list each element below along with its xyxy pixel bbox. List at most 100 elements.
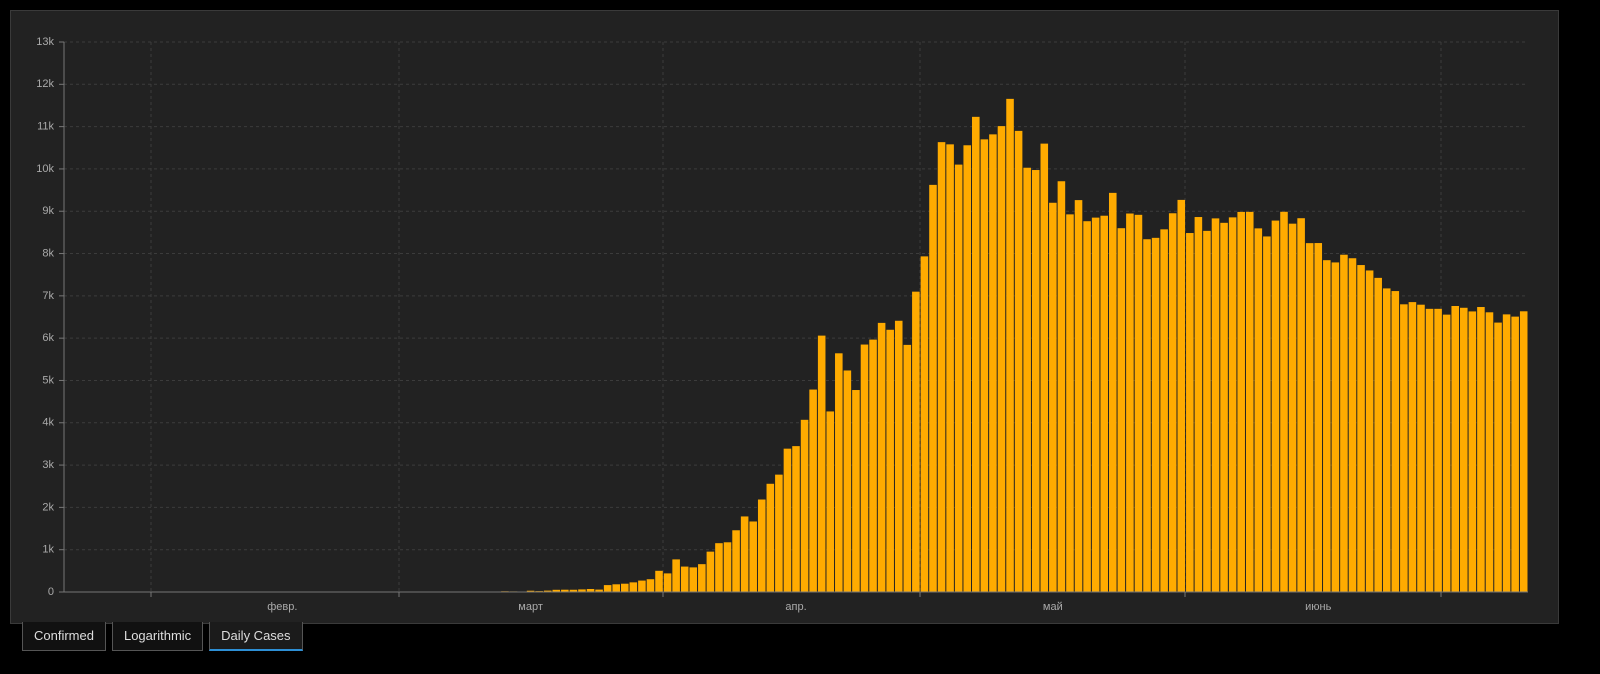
bar	[1074, 200, 1083, 592]
bar	[1143, 239, 1151, 592]
bar	[663, 573, 672, 592]
bar	[980, 139, 989, 592]
bar	[860, 344, 869, 592]
bar	[1425, 308, 1434, 592]
bar	[792, 446, 800, 592]
bar	[1485, 312, 1494, 592]
tab[interactable]: Daily Cases	[209, 622, 303, 651]
bar	[894, 320, 903, 592]
chart: 0 1k 2k 3k 4k 5k 6k 7k 8k 9k 10k 11k 12k 13k февр. март…	[36, 36, 1528, 613]
bar	[1288, 223, 1297, 592]
bar	[1494, 322, 1502, 592]
x-tick-label: июнь	[1305, 601, 1331, 613]
bar	[903, 344, 912, 592]
bar	[655, 570, 663, 592]
bar	[1083, 221, 1091, 592]
y-tick-label: 10k	[36, 163, 54, 175]
bar	[1237, 211, 1245, 592]
tab[interactable]: Logarithmic	[111, 622, 204, 651]
y-tick-label: 11k	[37, 121, 54, 133]
bar	[817, 335, 826, 592]
bar	[1305, 243, 1314, 592]
bar	[852, 390, 860, 592]
bar	[1220, 222, 1228, 593]
bar	[929, 184, 937, 592]
bar	[1331, 262, 1340, 592]
bar	[543, 590, 552, 592]
tab[interactable]: Confirmed	[22, 622, 106, 651]
bar	[972, 116, 980, 592]
bar	[1117, 228, 1126, 592]
bar	[586, 588, 595, 592]
bar	[638, 580, 646, 592]
bar	[1391, 291, 1400, 592]
bar	[1066, 214, 1074, 592]
bar	[1400, 304, 1408, 592]
bar	[1160, 229, 1168, 593]
bar	[561, 589, 569, 592]
bar	[1203, 230, 1211, 592]
bar	[612, 584, 620, 592]
bar	[526, 590, 535, 592]
bar	[1434, 308, 1442, 592]
bar	[1177, 199, 1186, 592]
bar	[1314, 243, 1323, 593]
bar	[946, 144, 954, 593]
y-tick-label: 4k	[42, 417, 54, 429]
bar	[1511, 316, 1519, 592]
y-tick-label: 0	[48, 586, 54, 598]
bar	[595, 589, 603, 592]
bar	[1271, 220, 1280, 593]
bar	[1519, 311, 1528, 592]
y-tick-label: 7k	[42, 290, 54, 302]
bar	[1091, 217, 1100, 592]
bar	[775, 474, 783, 592]
bar	[1100, 215, 1108, 592]
bar	[1049, 202, 1057, 592]
bar	[937, 142, 946, 592]
bar	[757, 499, 766, 592]
bar	[1168, 213, 1177, 592]
bar	[1126, 213, 1134, 592]
bar	[1357, 265, 1365, 592]
bar	[1014, 130, 1023, 592]
bar	[1417, 304, 1425, 592]
bar	[1108, 192, 1117, 592]
bar	[1382, 288, 1391, 592]
y-tick-label: 12k	[36, 78, 54, 90]
bar	[1031, 170, 1040, 592]
bar	[672, 559, 680, 592]
bar	[809, 389, 817, 592]
bar	[1263, 236, 1271, 592]
bar	[1057, 181, 1066, 592]
bar	[732, 530, 740, 592]
bar	[698, 564, 706, 592]
bar	[877, 322, 886, 592]
bar	[835, 353, 843, 592]
bar	[603, 585, 612, 592]
y-tick-label: 8k	[42, 247, 54, 259]
bar	[997, 126, 1006, 592]
bar	[1194, 217, 1203, 592]
bar	[1040, 143, 1049, 592]
x-tick-label: май	[1043, 601, 1063, 613]
bar	[749, 521, 757, 592]
month-ticks	[150, 592, 1442, 597]
bar	[989, 134, 997, 592]
bar	[715, 543, 723, 592]
bar	[1477, 307, 1485, 592]
y-tick-label: 5k	[42, 374, 54, 386]
bar	[740, 516, 749, 592]
x-tick-label: апр.	[785, 601, 806, 613]
y-tick-label: 9k	[42, 205, 54, 217]
bar	[843, 370, 852, 592]
bar	[1451, 306, 1460, 592]
bar	[1280, 211, 1288, 592]
bar	[1151, 237, 1160, 593]
bar	[912, 291, 920, 592]
bar	[578, 589, 586, 592]
bar	[800, 419, 809, 592]
chart-panel: 0 1k 2k 3k 4k 5k 6k 7k 8k 9k 10k 11k 12k 13k февр. март…	[10, 10, 1559, 624]
bar	[1297, 218, 1305, 592]
